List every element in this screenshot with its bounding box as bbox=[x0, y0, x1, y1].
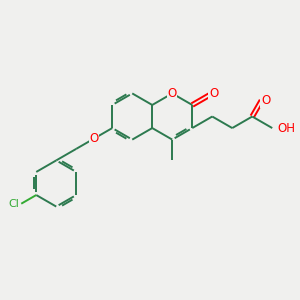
Text: O: O bbox=[168, 87, 177, 100]
Text: Cl: Cl bbox=[8, 199, 19, 209]
Text: OH: OH bbox=[277, 122, 295, 135]
Text: O: O bbox=[90, 132, 99, 145]
Text: O: O bbox=[261, 94, 270, 107]
Text: O: O bbox=[209, 87, 218, 100]
